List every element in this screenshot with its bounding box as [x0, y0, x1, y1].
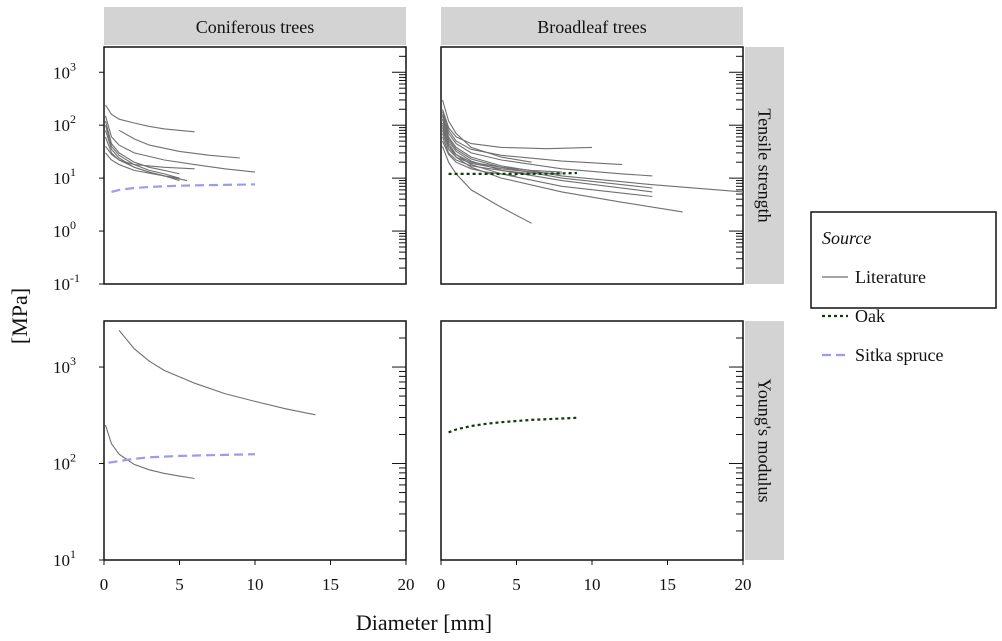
y-tick-label: 103 — [53, 354, 76, 377]
y-tick-label: 101 — [53, 165, 76, 188]
y-tick-exponent: 0 — [70, 218, 76, 232]
x-tick-label: 15 — [659, 575, 676, 594]
facet-panels — [103, 46, 744, 561]
series-line-literature — [441, 111, 623, 166]
legend-box — [810, 211, 997, 309]
series-line-literature — [118, 330, 316, 416]
y-tick-exponent: 1 — [70, 165, 76, 179]
series-line-literature — [441, 130, 562, 173]
y-tick-label: 101 — [53, 547, 76, 570]
y-axis-title: [MPa] — [7, 288, 32, 344]
panel-frame — [103, 46, 407, 285]
y-tick-label: 102 — [53, 112, 76, 135]
panel — [440, 46, 744, 285]
legend-label: Sitka spruce — [855, 345, 943, 365]
series-line-literature — [104, 115, 256, 173]
panel — [103, 320, 407, 561]
column-strip-label: Coniferous trees — [196, 17, 314, 37]
series-line-oak — [448, 416, 577, 434]
series-line-literature — [441, 146, 532, 224]
x-tick-label: 20 — [735, 575, 752, 594]
column-strip — [441, 7, 743, 45]
legend-entries: Literature Oak Sitka spruce — [822, 267, 943, 365]
series-line-sitka-spruce — [108, 453, 256, 464]
panel-frame — [440, 320, 744, 561]
y-tick-label: 100 — [53, 218, 76, 241]
legend-label: Oak — [855, 306, 885, 326]
row-strip — [745, 47, 784, 284]
series-line-literature — [441, 122, 653, 193]
series-line-literature — [441, 136, 532, 175]
x-tick-label: 20 — [398, 575, 415, 594]
series-line-literature — [105, 152, 188, 182]
series-line-literature — [441, 125, 653, 198]
x-tick-label: 5 — [512, 575, 521, 594]
series-line-oak — [448, 171, 577, 175]
series-line-literature — [441, 114, 653, 177]
y-tick-exponent: 3 — [70, 59, 76, 73]
y-tick-label: 103 — [53, 59, 76, 82]
series-line-literature — [441, 109, 593, 150]
x-tick-label: 10 — [584, 575, 601, 594]
panel — [103, 46, 407, 285]
series-line-literature — [118, 129, 240, 159]
row-strip-label: Tensile strength — [755, 108, 775, 222]
series-line-literature — [105, 104, 195, 133]
legend-title: Source — [822, 228, 871, 248]
row-strip — [745, 321, 784, 560]
x-axis-title: Diameter [mm] — [356, 610, 492, 635]
y-tick-exponent: 3 — [70, 354, 76, 368]
series-line-literature — [105, 145, 195, 170]
y-tick-label: 102 — [53, 451, 76, 474]
facet-strips: Coniferous trees Broadleaf trees Tensile s… — [104, 7, 784, 560]
x-tick-label: 10 — [247, 575, 264, 594]
series-line-sitka-spruce — [111, 183, 256, 193]
column-strip-label: Broadleaf trees — [537, 17, 646, 37]
series-line-literature — [104, 424, 195, 480]
x-tick-label: 0 — [437, 575, 446, 594]
panel-frame — [103, 320, 407, 561]
series-line-literature — [441, 133, 562, 175]
x-tick-label: 15 — [322, 575, 339, 594]
row-strip-label: Young's modulus — [755, 379, 775, 503]
series-line-literature — [441, 115, 744, 193]
panel — [440, 320, 744, 561]
series-line-literature — [104, 120, 180, 175]
legend: Source Literature Oak Sitka spruce — [810, 211, 997, 365]
series-line-literature — [441, 140, 517, 177]
x-tick-label: 0 — [100, 575, 109, 594]
y-tick-exponent: -1 — [70, 271, 80, 285]
y-tick-exponent: 1 — [70, 547, 76, 561]
y-tick-exponent: 2 — [70, 451, 76, 465]
column-strip — [104, 7, 406, 45]
y-tick-exponent: 2 — [70, 112, 76, 126]
series-line-literature — [441, 119, 653, 189]
y-tick-label: 10-1 — [53, 271, 80, 294]
legend-label: Literature — [855, 267, 926, 287]
x-tick-label: 5 — [175, 575, 184, 594]
